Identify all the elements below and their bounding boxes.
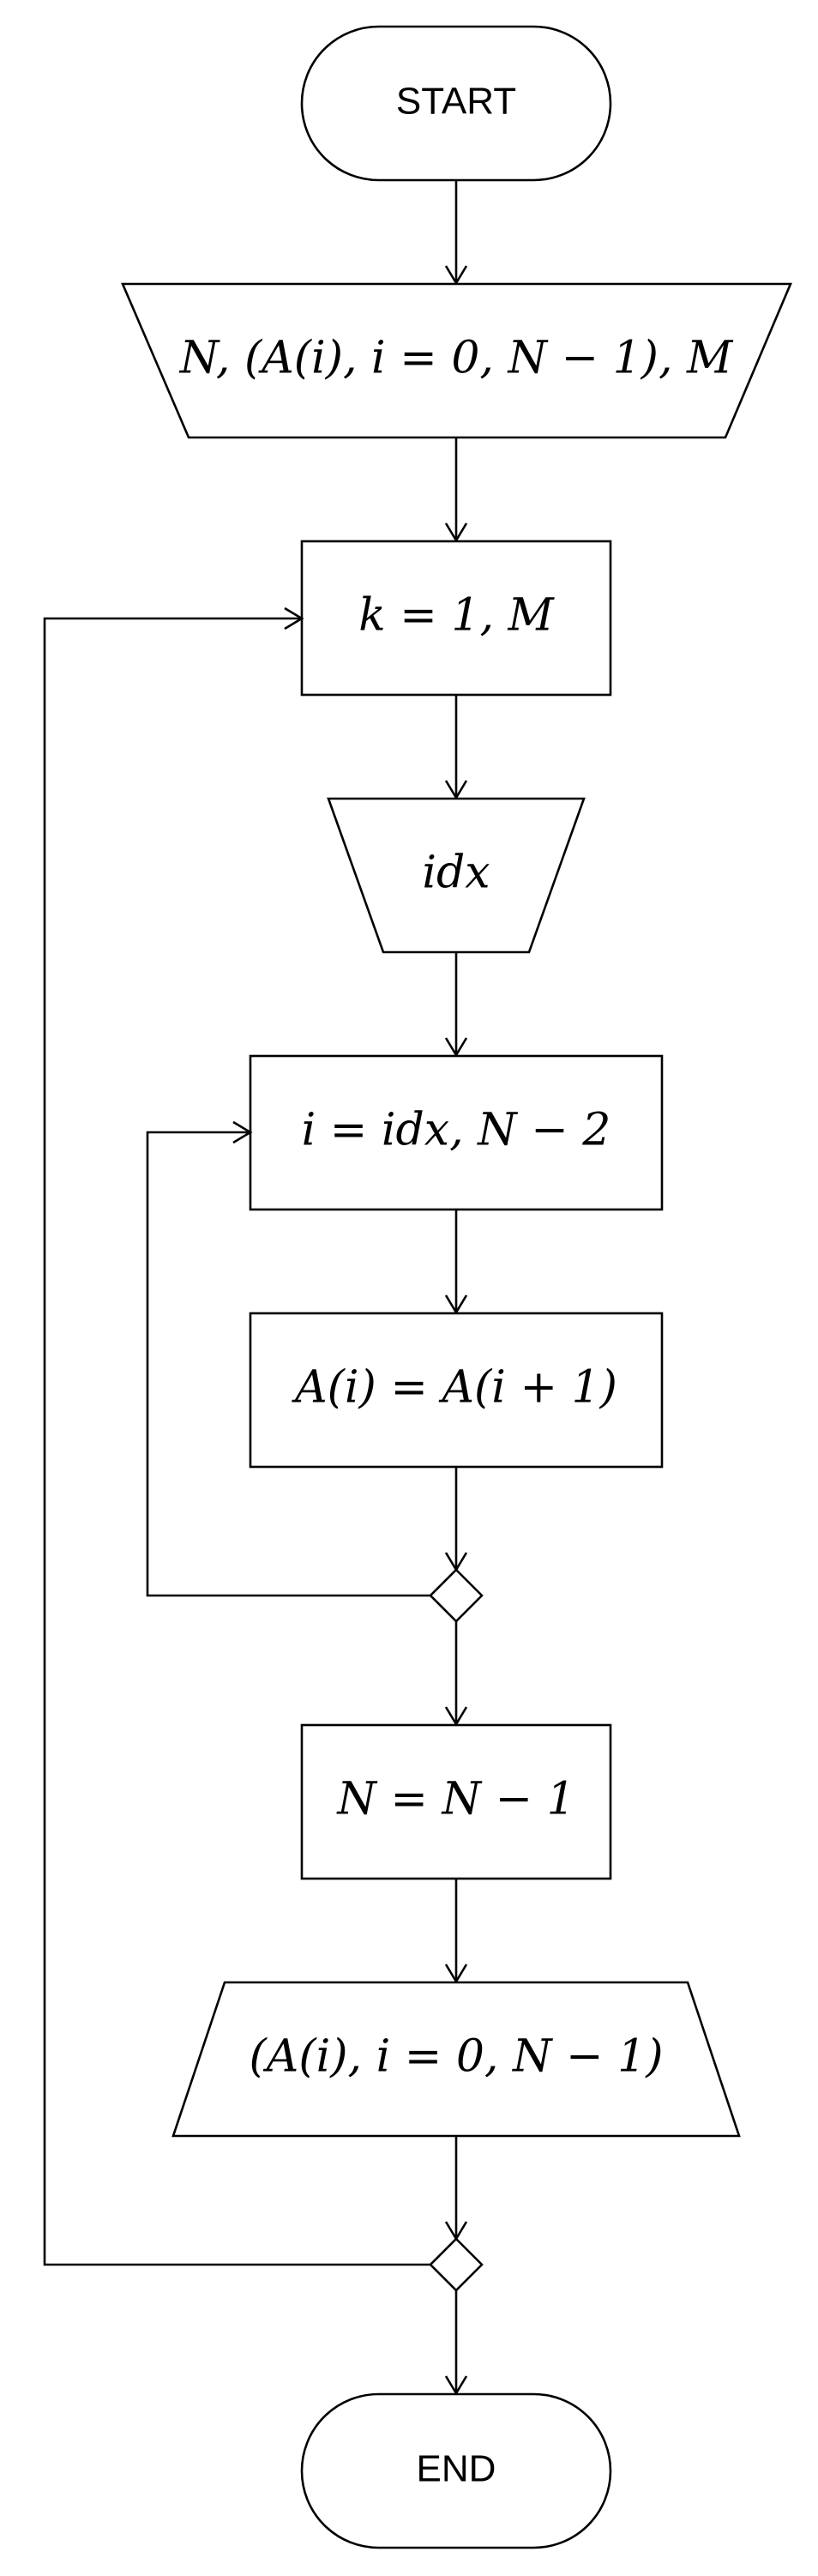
arrow-outer-loop-end-to-end: [444, 2290, 468, 2396]
shift-assignment-block: A(i) = A(i + 1): [249, 1312, 664, 1469]
inner-loop-block: i = idx, N − 2: [249, 1054, 664, 1211]
decrement-block: N = N − 1: [300, 1723, 612, 1880]
arrow-outer-loop-to-index-input: [444, 695, 468, 800]
arrow-shift-to-inner-loop-end: [444, 1467, 468, 1572]
decrement-label: N = N − 1: [335, 1774, 574, 1825]
arrow-inner-loop-to-shift: [444, 1210, 468, 1315]
arrow-output-to-outer-loop-end: [444, 2136, 468, 2241]
arrow-index-input-to-inner-loop: [444, 952, 468, 1058]
output-array-label: (A(i), i = 0, N − 1): [249, 2031, 663, 2083]
start-label: START: [396, 81, 516, 123]
index-input-label: idx: [422, 848, 490, 899]
outer-loop-label: k = 1, M: [358, 590, 555, 642]
arrow-input-to-outer-loop: [444, 437, 468, 543]
output-array-block: (A(i), i = 0, N − 1): [171, 1981, 741, 2138]
shift-assignment-label: A(i) = A(i + 1): [292, 1362, 617, 1414]
inner-loop-label: i = idx, N − 2: [302, 1105, 611, 1156]
inner-loop-back-arrow: [146, 1120, 430, 1597]
start-terminator: START: [300, 25, 612, 182]
end-terminator: END: [300, 2392, 612, 2549]
outer-loop-back-arrow: [43, 606, 430, 2266]
end-label: END: [417, 2448, 496, 2490]
arrow-start-to-input: [444, 180, 468, 286]
arrow-inner-loop-end-to-decrement: [444, 1621, 468, 1727]
arrow-decrement-to-output: [444, 1879, 468, 1984]
index-input-block: idx: [327, 797, 586, 954]
input-parameters-block: N, (A(i), i = 0, N − 1), M: [121, 282, 792, 439]
input-parameters-label: N, (A(i), i = 0, N − 1), M: [178, 333, 734, 384]
inner-loop-end-diamond: [429, 1568, 484, 1623]
outer-loop-end-diamond: [429, 2237, 484, 2292]
outer-loop-block: k = 1, M: [300, 540, 612, 697]
